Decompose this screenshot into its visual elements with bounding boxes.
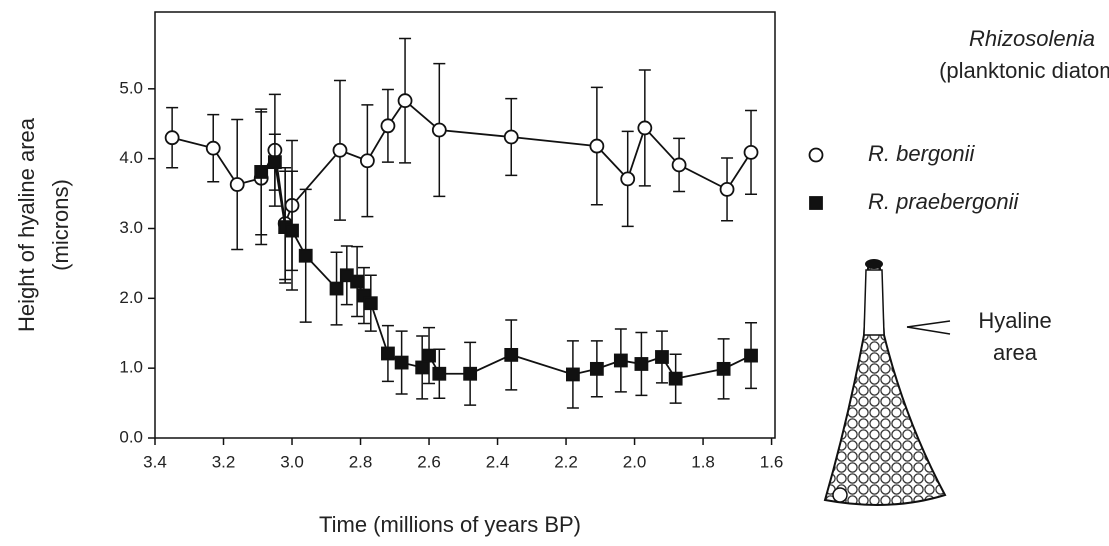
data-point: [363, 296, 378, 311]
data-point: [719, 181, 735, 197]
data-point: [332, 142, 348, 158]
y-tick-label: 5.0: [119, 78, 143, 97]
annotation: Hyaline: [978, 308, 1051, 333]
y-tick-label: 0.0: [119, 427, 143, 446]
data-point: [503, 129, 519, 145]
x-tick-label: 3.4: [143, 452, 167, 471]
data-point: [380, 118, 396, 134]
x-tick-label: 1.8: [691, 452, 715, 471]
data-point: [716, 361, 731, 376]
data-point: [205, 140, 221, 156]
data-point: [504, 347, 519, 362]
data-point: [634, 357, 649, 371]
data-point: [298, 248, 313, 263]
x-tick-label: 2.8: [349, 452, 373, 471]
data-point: [655, 350, 669, 364]
data-point: [415, 360, 430, 375]
data-point: [329, 281, 344, 296]
x-tick-label: 3.0: [280, 452, 304, 471]
legend-title: Rhizosolenia: [969, 26, 1095, 51]
y-axis-title: Height of hyaline area: [14, 117, 39, 332]
data-point: [620, 171, 636, 187]
data-point: [397, 93, 413, 109]
data-point: [254, 165, 269, 179]
legend-marker: [809, 196, 823, 210]
data-point: [229, 177, 245, 192]
x-tick-label: 2.2: [554, 452, 578, 471]
x-tick-label: 2.6: [417, 452, 441, 471]
data-point: [422, 348, 436, 363]
y-tick-label: 1.0: [119, 358, 143, 377]
data-point: [566, 367, 580, 382]
data-point: [589, 361, 604, 376]
data-point: [589, 138, 605, 154]
data-point: [463, 366, 478, 381]
data-point: [381, 346, 395, 361]
data-point: [671, 157, 687, 173]
series-line: [260, 160, 752, 380]
legend-label: R. praebergonii: [868, 189, 1020, 214]
x-tick-label: 3.2: [212, 452, 236, 471]
y-axis-title: (microns): [48, 179, 73, 271]
data-point: [432, 366, 447, 381]
plot-frame: [154, 11, 776, 439]
x-tick-label: 2.4: [486, 452, 510, 471]
x-tick-label: 1.6: [760, 452, 784, 471]
data-point: [613, 353, 628, 368]
data-point: [743, 144, 759, 160]
data-point: [164, 130, 180, 146]
y-tick-label: 3.0: [119, 218, 143, 237]
y-tick-label: 2.0: [119, 288, 143, 307]
data-point: [267, 155, 282, 170]
data-point: [285, 223, 299, 238]
data-point: [744, 348, 758, 363]
data-point: [637, 120, 653, 136]
data-point: [359, 153, 375, 169]
legend-marker: [808, 147, 824, 163]
x-axis-title: Time (millions of years BP): [319, 512, 581, 537]
data-point: [668, 371, 683, 386]
x-tick-label: 2.0: [623, 452, 647, 471]
legend-label: R. bergonii: [868, 141, 976, 166]
y-tick-label: 4.0: [119, 148, 143, 167]
series-line: [171, 99, 752, 224]
data-point: [350, 274, 364, 289]
data-point: [394, 355, 409, 370]
annotation: area: [993, 340, 1038, 365]
data-point: [431, 122, 447, 138]
legend-title: (planktonic diatom): [939, 58, 1109, 83]
diatom-illustration: [823, 259, 951, 506]
